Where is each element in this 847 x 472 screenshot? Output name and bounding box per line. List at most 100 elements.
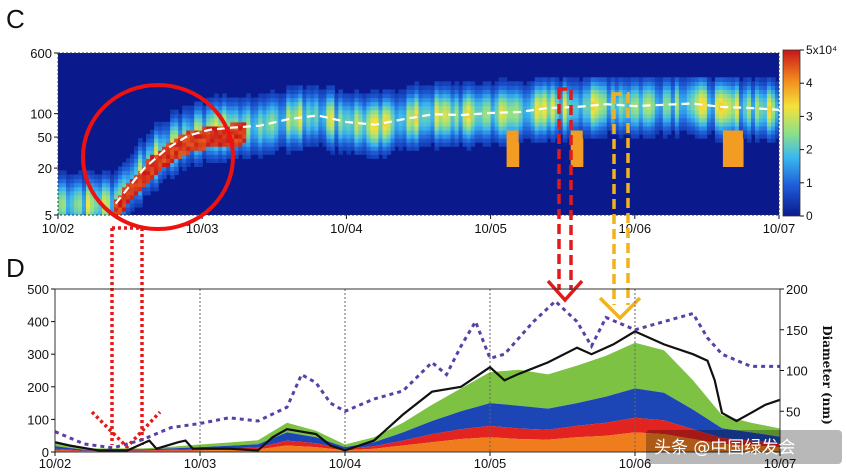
heatmap-cell — [258, 134, 263, 139]
heatmap-cell — [310, 138, 315, 143]
heatmap-cell — [214, 129, 219, 135]
heatmap-cell — [558, 113, 564, 119]
heatmap-cell — [190, 113, 195, 119]
heatmap-cell — [686, 93, 692, 99]
heatmap-cell — [614, 113, 620, 119]
heatmap-cell — [442, 142, 448, 147]
heatmap-cell — [474, 117, 480, 123]
heatmap-cell — [234, 146, 239, 151]
heatmap-cell — [738, 105, 744, 111]
heatmap-cell — [702, 121, 708, 127]
heatmap-cell — [94, 186, 99, 192]
heatmap-cell — [730, 150, 736, 155]
heatmap-cell — [562, 93, 568, 99]
heatmap-cell — [474, 113, 480, 119]
heatmap-cell — [654, 77, 660, 82]
heatmap-cell — [746, 77, 752, 82]
heatmap-cell — [306, 93, 311, 99]
heatmap-cell — [570, 113, 576, 119]
heatmap-cell — [718, 134, 724, 139]
heatmap-cell — [234, 154, 239, 159]
heatmap-cell — [730, 146, 736, 151]
heatmap-cell — [722, 162, 728, 167]
heatmap-cell — [330, 150, 335, 155]
heatmap-cell — [238, 109, 243, 115]
heatmap-cell — [762, 125, 768, 131]
heatmap-cell — [722, 138, 728, 143]
heatmap-cell — [378, 93, 384, 99]
heatmap-cell — [118, 202, 123, 208]
heatmap-cell — [406, 134, 412, 139]
heatmap-cell — [490, 134, 496, 139]
heatmap-cell — [526, 113, 532, 119]
heatmap-cell — [734, 117, 740, 123]
heatmap-cell — [402, 105, 408, 111]
heatmap-cell — [182, 154, 187, 159]
heatmap-cell — [374, 142, 380, 147]
heatmap-cell — [682, 113, 688, 119]
heatmap-cell — [378, 117, 384, 123]
heatmap-cell — [558, 121, 564, 127]
heatmap-cell — [346, 121, 352, 127]
heatmap-cell — [506, 109, 512, 115]
heatmap-cell — [510, 129, 516, 135]
heatmap-cell — [62, 174, 67, 180]
heatmap-cell — [266, 101, 271, 107]
heatmap-cell — [514, 162, 520, 167]
heatmap-cell — [118, 198, 123, 204]
heatmap-cell — [234, 113, 239, 119]
heatmap-cell — [382, 109, 388, 115]
heatmap-cell — [458, 138, 464, 143]
heatmap-cell — [598, 121, 604, 127]
heatmap-cell — [774, 125, 779, 131]
heatmap-cell — [722, 97, 728, 103]
heatmap-cell — [706, 105, 712, 111]
heatmap-cell — [126, 178, 131, 184]
heatmap-cell — [706, 97, 712, 103]
heatmap-cell — [530, 129, 536, 135]
heatmap-cell — [486, 121, 492, 127]
heatmap-cell — [142, 186, 147, 192]
heatmap-cell — [582, 77, 588, 82]
heatmap-cell — [214, 97, 219, 103]
heatmap-cell — [766, 134, 772, 139]
heatmap-cell — [486, 81, 492, 86]
heatmap-cell — [414, 121, 420, 127]
heatmap-cell — [238, 117, 243, 123]
heatmap-cell — [86, 210, 91, 215]
heatmap-cell — [698, 129, 704, 135]
heatmap-x-tick-label: 10/07 — [763, 221, 796, 236]
heatmap-cell — [398, 105, 404, 111]
heatmap-cell — [358, 117, 364, 123]
heatmap-cell — [670, 121, 676, 127]
heatmap-cell — [254, 101, 259, 107]
heatmap-cell — [514, 134, 520, 139]
heatmap-cell — [338, 97, 343, 103]
heatmap-cell — [730, 109, 736, 115]
heatmap-cell — [506, 158, 512, 163]
heatmap-cell — [326, 138, 331, 143]
heatmap-cell — [350, 109, 356, 115]
heatmap-cell — [158, 125, 163, 131]
heatmap-cell — [642, 129, 648, 135]
heatmap-cell — [150, 166, 155, 172]
heatmap-cell — [682, 85, 688, 91]
heatmap-cell — [110, 174, 115, 180]
heatmap-cell — [266, 138, 271, 143]
heatmap-cell — [206, 121, 211, 127]
heatmap-cell — [494, 138, 500, 143]
heatmap-cell — [334, 105, 339, 111]
heatmap-cell — [270, 150, 275, 155]
heatmap-cell — [746, 134, 752, 139]
heatmap-cell — [726, 142, 732, 147]
heatmap-cell — [466, 93, 472, 99]
heatmap-cell — [574, 113, 580, 119]
heatmap-cell — [474, 121, 480, 127]
heatmap-cell — [710, 105, 716, 111]
heatmap-cell — [162, 170, 167, 176]
heatmap-cell — [710, 117, 716, 123]
heatmap-cell — [202, 150, 207, 155]
heatmap-cell — [182, 113, 187, 119]
heatmap-cell — [146, 178, 151, 184]
heatmap-cell — [186, 142, 191, 147]
